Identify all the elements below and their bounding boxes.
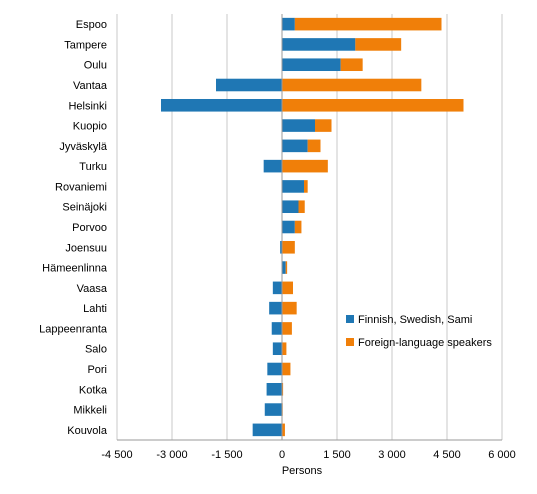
- legend-label-1: Foreign-language speakers: [358, 337, 492, 349]
- category-label: Pori: [87, 364, 107, 376]
- bar-Turku-series-0: [263, 159, 282, 173]
- x-tick-label: 0: [279, 449, 285, 461]
- bar-Rovaniemi-series-1: [304, 180, 308, 193]
- bar-Helsinki-series-0: [161, 98, 282, 112]
- bar-Porvoo-series-1: [294, 220, 302, 234]
- bar-Kouvola-series-1: [282, 423, 285, 437]
- bar-Pori-series-0: [267, 362, 282, 376]
- bar-Espoo-series-0: [282, 17, 295, 31]
- bar-Salo-series-0: [272, 342, 282, 356]
- bars: [161, 17, 464, 437]
- legend-label-0: Finnish, Swedish, Sami: [358, 314, 472, 326]
- bar-Pori-series-1: [282, 362, 291, 376]
- bar-Kuopio-series-1: [315, 119, 332, 132]
- x-tick-label: -3 000: [156, 449, 187, 461]
- bar-Kuopio-series-0: [282, 119, 315, 132]
- bar-Vaasa-series-1: [282, 281, 293, 295]
- category-label: Mikkeli: [73, 405, 107, 417]
- bar-Tampere-series-1: [355, 38, 402, 51]
- category-label: Porvoo: [72, 222, 107, 234]
- x-tick-label: -1 500: [211, 449, 242, 461]
- axes: Espoo Tampere Oulu Vantaa Helsinki Kuopio Jyvä…: [39, 14, 516, 477]
- grid-lines: [116, 14, 503, 440]
- x-tick-label: -4 500: [101, 449, 132, 461]
- bar-Mikkeli-series-0: [264, 403, 282, 416]
- x-tick-label: 1 500: [323, 449, 351, 461]
- category-label: Kuopio: [73, 121, 107, 133]
- category-label: Lappeenranta: [39, 323, 108, 335]
- bar-Kotka-series-0: [266, 382, 282, 396]
- bar-Lahti-series-1: [282, 301, 297, 315]
- bar-Vantaa-series-0: [216, 78, 282, 92]
- bar-Turku-series-1: [282, 159, 328, 173]
- category-label: Hämeenlinna: [42, 263, 108, 275]
- bar-Vantaa-series-1: [282, 78, 422, 92]
- bar-Oulu-series-1: [340, 58, 363, 72]
- bar-Kouvola-series-0: [252, 423, 282, 437]
- bar-Rovaniemi-series-0: [282, 180, 304, 193]
- bar-Vaasa-series-0: [272, 281, 282, 295]
- bar-Lappeenranta-series-1: [282, 322, 292, 335]
- category-label: Tampere: [64, 39, 107, 51]
- category-label: Joensuu: [65, 242, 107, 254]
- bar-Oulu-series-0: [282, 58, 341, 72]
- category-label: Kotka: [79, 384, 108, 396]
- legend: Finnish, Swedish, Sami Foreign-language s…: [346, 314, 492, 349]
- bar-Tampere-series-0: [282, 38, 356, 51]
- x-tick-label: 4 500: [433, 449, 461, 461]
- category-label: Helsinki: [68, 100, 107, 112]
- bar-Hämeenlinna-series-0: [282, 261, 286, 274]
- legend-swatch-0: [346, 315, 354, 323]
- category-label: Lahti: [83, 303, 107, 315]
- category-label: Jyväskylä: [59, 141, 108, 153]
- bar-Lahti-series-0: [269, 301, 282, 315]
- bar-Espoo-series-1: [294, 17, 442, 31]
- x-tick-label: 6 000: [488, 449, 516, 461]
- bar-Joensuu-series-1: [282, 240, 295, 254]
- bar-Jyväskylä-series-0: [282, 139, 308, 153]
- category-label: Rovaniemi: [55, 181, 107, 193]
- category-label: Vantaa: [73, 80, 108, 92]
- bar-Kotka-series-1: [282, 382, 284, 396]
- bar-Salo-series-1: [282, 342, 287, 356]
- x-axis-title: Persons: [282, 465, 323, 477]
- category-label: Turku: [79, 161, 107, 173]
- legend-swatch-1: [346, 338, 354, 346]
- bar-Helsinki-series-1: [282, 98, 464, 112]
- x-tick-label: 3 000: [378, 449, 406, 461]
- bar-Seinäjoki-series-1: [298, 200, 305, 214]
- category-label: Espoo: [76, 19, 107, 31]
- category-label: Seinäjoki: [62, 202, 107, 214]
- bar-Porvoo-series-0: [282, 220, 295, 234]
- bar-Joensuu-series-0: [280, 240, 282, 254]
- category-label: Salo: [85, 344, 107, 356]
- bar-Jyväskylä-series-1: [307, 139, 321, 153]
- category-label: Vaasa: [77, 283, 108, 295]
- category-label: Kouvola: [67, 425, 108, 437]
- bar-Lappeenranta-series-0: [271, 322, 282, 335]
- bar-Hämeenlinna-series-1: [285, 261, 288, 274]
- bar-Seinäjoki-series-0: [282, 200, 299, 214]
- category-label: Oulu: [84, 60, 107, 72]
